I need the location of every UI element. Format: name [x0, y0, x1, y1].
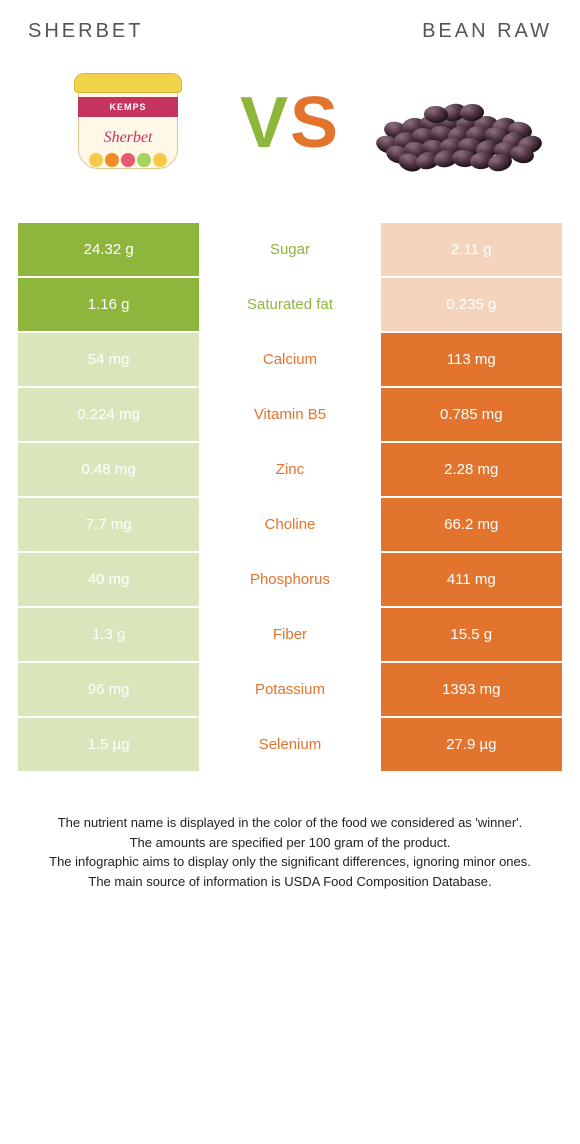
cell-left-value: 40 mg: [18, 553, 199, 606]
cell-left-value: 0.48 mg: [18, 443, 199, 496]
image-right: [372, 63, 532, 183]
cell-right-value: 1393 mg: [381, 663, 562, 716]
footnotes: The nutrient name is displayed in the co…: [18, 813, 562, 891]
cell-nutrient: Vitamin B5: [199, 388, 380, 441]
image-left: KEMPS Sherbet: [48, 63, 208, 183]
hero-row: KEMPS Sherbet VS: [18, 53, 562, 223]
vs-s: S: [290, 83, 340, 163]
cell-nutrient: Saturated fat: [199, 278, 380, 331]
cell-right-value: 2.28 mg: [381, 443, 562, 496]
cell-right-value: 113 mg: [381, 333, 562, 386]
cell-right-value: 0.785 mg: [381, 388, 562, 441]
footnote-line: The amounts are specified per 100 gram o…: [24, 833, 556, 853]
table-row: 24.32 gSugar2.11 g: [18, 223, 562, 278]
cell-left-value: 1.16 g: [18, 278, 199, 331]
sherbet-icon: KEMPS Sherbet: [68, 73, 188, 173]
table-row: 54 mgCalcium113 mg: [18, 333, 562, 388]
cell-left-value: 1.3 g: [18, 608, 199, 661]
vs-label: VS: [240, 82, 340, 164]
cell-right-value: 27.9 µg: [381, 718, 562, 771]
table-row: 96 mgPotassium1393 mg: [18, 663, 562, 718]
beans-icon: [372, 78, 532, 168]
cell-nutrient: Potassium: [199, 663, 380, 716]
title-right: BEAN RAW: [422, 20, 552, 43]
cell-nutrient: Zinc: [199, 443, 380, 496]
cell-left-value: 7.7 mg: [18, 498, 199, 551]
cell-right-value: 15.5 g: [381, 608, 562, 661]
cell-left-value: 0.224 mg: [18, 388, 199, 441]
cell-left-value: 24.32 g: [18, 223, 199, 276]
table-row: 1.16 gSaturated fat0.235 g: [18, 278, 562, 333]
cell-right-value: 66.2 mg: [381, 498, 562, 551]
footnote-line: The main source of information is USDA F…: [24, 872, 556, 892]
table-row: 0.224 mgVitamin B50.785 mg: [18, 388, 562, 443]
title-left: SHERBET: [28, 20, 143, 43]
cell-left-value: 54 mg: [18, 333, 199, 386]
footnote-line: The nutrient name is displayed in the co…: [24, 813, 556, 833]
table-row: 40 mgPhosphorus411 mg: [18, 553, 562, 608]
cell-left-value: 96 mg: [18, 663, 199, 716]
cell-nutrient: Calcium: [199, 333, 380, 386]
comparison-table: 24.32 gSugar2.11 g1.16 gSaturated fat0.2…: [18, 223, 562, 773]
cell-right-value: 411 mg: [381, 553, 562, 606]
vs-v: V: [240, 83, 290, 163]
infographic-root: SHERBET BEAN RAW KEMPS Sherbet VS 24.32 …: [0, 0, 580, 921]
table-row: 0.48 mgZinc2.28 mg: [18, 443, 562, 498]
cell-nutrient: Choline: [199, 498, 380, 551]
table-row: 1.5 µgSelenium27.9 µg: [18, 718, 562, 773]
cell-nutrient: Phosphorus: [199, 553, 380, 606]
footnote-line: The infographic aims to display only the…: [24, 852, 556, 872]
table-row: 1.3 gFiber15.5 g: [18, 608, 562, 663]
cell-left-value: 1.5 µg: [18, 718, 199, 771]
title-row: SHERBET BEAN RAW: [18, 20, 562, 53]
cell-right-value: 0.235 g: [381, 278, 562, 331]
cell-nutrient: Selenium: [199, 718, 380, 771]
cell-nutrient: Fiber: [199, 608, 380, 661]
cell-nutrient: Sugar: [199, 223, 380, 276]
cell-right-value: 2.11 g: [381, 223, 562, 276]
table-row: 7.7 mgCholine66.2 mg: [18, 498, 562, 553]
